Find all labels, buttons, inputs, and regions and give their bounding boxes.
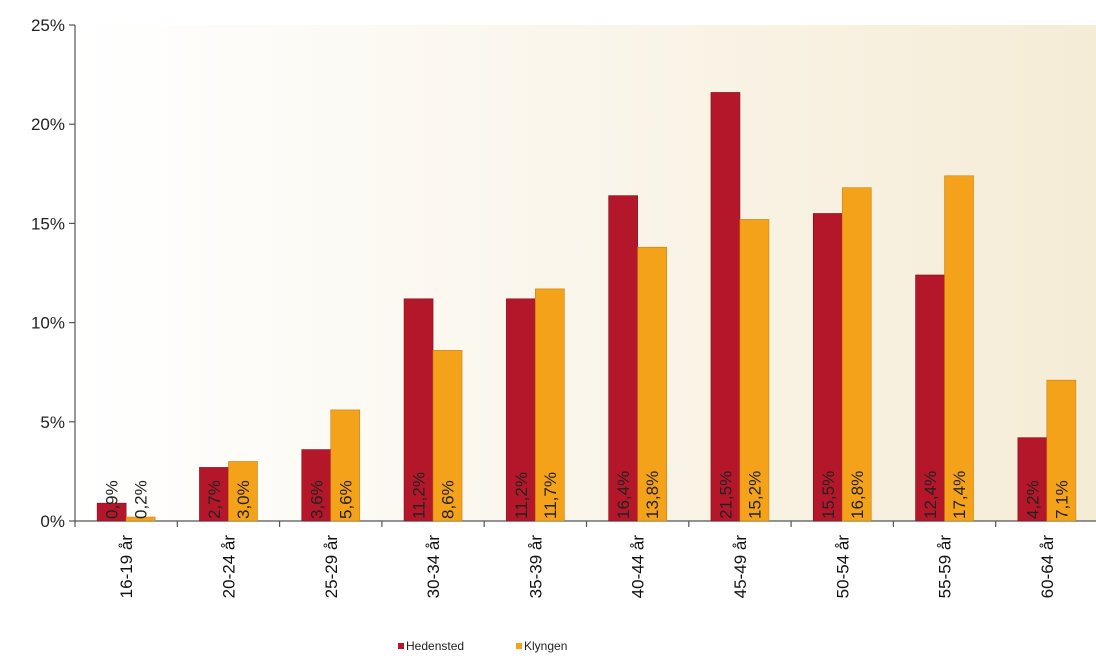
bar-hedensted-6 (710, 92, 741, 522)
data-label-klyngen-7: 16,8% (848, 471, 867, 519)
x-category-label: 16-19 år (117, 535, 136, 599)
bar-klyngen-0 (125, 516, 156, 522)
legend-swatch-hedensted (398, 643, 404, 649)
bar-hedensted-4 (506, 298, 536, 522)
data-label-klyngen-8: 17,4% (950, 471, 969, 519)
bar-hedensted-3 (403, 298, 434, 522)
x-category-label: 45-49 år (731, 535, 750, 599)
bar-hedensted-0 (96, 502, 127, 522)
data-label-klyngen-0: 0,2% (132, 480, 151, 519)
y-tick-label: 15% (31, 214, 65, 233)
bar-hedensted-8 (915, 274, 945, 522)
x-category-label: 25-29 år (322, 535, 341, 599)
bar-klyngen-1 (228, 461, 258, 522)
data-labels: 0,9% 0,2% 2,7% 3,0% 3,6% 5,6% 11,2% 8,6% 11,2% 11… (103, 471, 1072, 519)
x-category-label: 30-34 år (424, 535, 443, 599)
bar-hedensted-7 (812, 213, 843, 522)
bar-hedensted-9 (1017, 437, 1048, 522)
bar-klyngen-3 (432, 350, 463, 522)
data-label-hedensted-6: 21,5% (716, 471, 735, 519)
data-label-hedensted-1: 2,7% (205, 480, 224, 519)
y-tick-label: 20% (31, 115, 65, 134)
bar-klyngen-2 (330, 409, 361, 522)
data-label-klyngen-3: 8,6% (439, 480, 458, 519)
bar-klyngen-9 (1046, 379, 1077, 522)
data-label-klyngen-6: 15,2% (745, 471, 764, 519)
data-label-hedensted-8: 12,4% (921, 471, 940, 519)
data-label-hedensted-7: 15,5% (819, 471, 838, 519)
bar-klyngen-6 (739, 219, 770, 522)
data-label-hedensted-5: 16,4% (614, 471, 633, 519)
y-tick-label: 5% (40, 413, 65, 432)
x-category-label: 35-39 år (526, 535, 545, 599)
bar-klyngen-5 (637, 246, 667, 522)
data-label-hedensted-0: 0,9% (103, 480, 122, 519)
x-category-label: 40-44 år (629, 535, 648, 599)
legend-label-hedensted: Hedensted (406, 639, 464, 653)
bar-hedensted-1 (199, 467, 229, 522)
data-label-klyngen-2: 5,6% (336, 480, 355, 519)
legend: Hedensted Klyngen (398, 639, 567, 653)
data-label-hedensted-9: 4,2% (1023, 480, 1042, 519)
bar-klyngen-8 (944, 175, 974, 522)
data-label-klyngen-4: 11,7% (541, 472, 560, 519)
bars (96, 92, 1077, 522)
bar-klyngen-7 (841, 187, 872, 522)
data-label-klyngen-5: 13,8% (643, 471, 662, 519)
data-label-hedensted-2: 3,6% (307, 480, 326, 519)
data-label-klyngen-9: 7,1% (1052, 480, 1071, 519)
x-category-label: 55-59 år (936, 535, 955, 599)
bar-klyngen-4 (535, 288, 565, 522)
x-category-label: 20-24 år (219, 535, 238, 599)
data-label-hedensted-3: 11,2% (410, 472, 429, 519)
category-labels: 16-19 år 20-24 år 25-29 år 30-34 år 35-39 år… (117, 535, 1057, 599)
legend-label-klyngen: Klyngen (524, 639, 567, 653)
y-tick-label: 0% (40, 512, 65, 531)
data-label-klyngen-1: 3,0% (234, 480, 253, 519)
legend-swatch-klyngen (516, 643, 522, 649)
data-label-hedensted-4: 11,2% (512, 472, 531, 519)
y-tick-label: 25% (31, 16, 65, 35)
bar-hedensted-5 (608, 195, 638, 522)
x-category-label: 60-64 år (1038, 535, 1057, 599)
y-tick-label: 10% (31, 314, 65, 333)
bar-hedensted-2 (301, 449, 332, 522)
x-category-label: 50-54 år (833, 535, 852, 599)
